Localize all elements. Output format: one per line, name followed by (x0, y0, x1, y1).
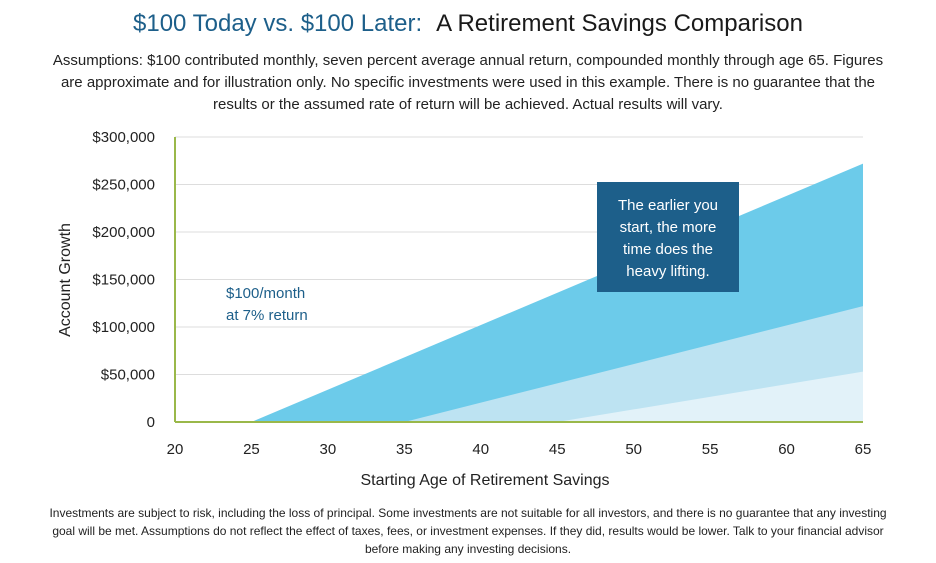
x-tick-labels: 20 25 30 35 40 45 50 55 60 65 (167, 441, 872, 458)
callout-background (597, 182, 739, 292)
y-tick-label: $100,000 (92, 319, 155, 336)
callout-line-3: time does the (623, 241, 713, 258)
x-tick-label: 25 (243, 441, 260, 458)
x-tick-label: 30 (320, 441, 337, 458)
y-tick-label: $50,000 (101, 367, 155, 384)
title-part-2: A Retirement Savings Comparison (436, 10, 803, 37)
callout-line-4: heavy lifting. (626, 263, 709, 280)
area-series (251, 163, 863, 422)
callout-line-2: start, the more (620, 219, 717, 236)
x-tick-label: 20 (167, 441, 184, 458)
rate-annotation-line-2: at 7% return (226, 307, 308, 324)
y-tick-label: $250,000 (92, 177, 155, 194)
chart-title: $100 Today vs. $100 Later: A Retirement S… (0, 10, 936, 38)
callout-line-1: The earlier you (618, 197, 718, 214)
x-axis-label: Starting Age of Retirement Savings (360, 472, 609, 489)
rate-annotation-line-1: $100/month (226, 285, 305, 302)
x-tick-label: 55 (702, 441, 719, 458)
assumptions-text: Assumptions: $100 contributed monthly, s… (52, 52, 884, 113)
x-tick-label: 60 (778, 441, 795, 458)
x-tick-label: 45 (549, 441, 566, 458)
y-tick-label: $200,000 (92, 224, 155, 241)
x-tick-label: 50 (625, 441, 642, 458)
y-tick-label: 0 (147, 414, 155, 431)
y-axis-label: Account Growth (57, 223, 74, 337)
x-tick-label: 65 (855, 441, 872, 458)
axes (174, 137, 863, 423)
callout-box: The earlier you start, the more time doe… (597, 182, 739, 292)
area-start-age-45 (557, 371, 863, 422)
y-tick-labels: 0 $50,000 $100,000 $150,000 $200,000 $250,000… (92, 129, 155, 431)
x-tick-label: 40 (472, 441, 489, 458)
y-tick-label: $300,000 (92, 129, 155, 146)
disclaimer-text: Investments are subject to risk, includi… (49, 506, 887, 556)
x-tick-label: 35 (396, 441, 413, 458)
y-tick-label: $150,000 (92, 272, 155, 289)
title-part-1: $100 Today vs. $100 Later: (133, 10, 423, 37)
